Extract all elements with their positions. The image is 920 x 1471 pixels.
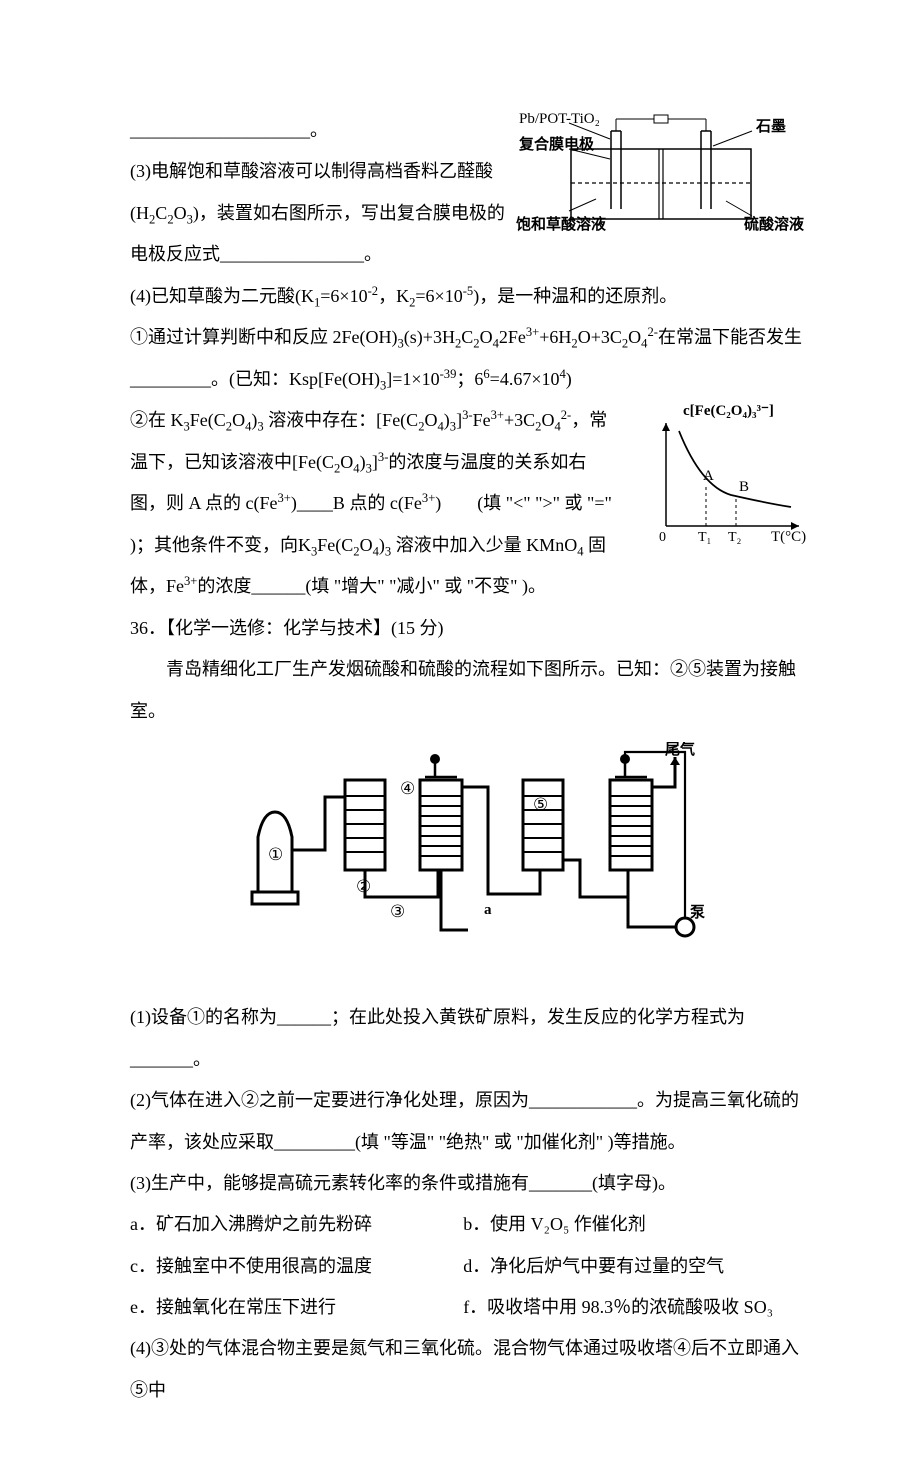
svg-text:尾气: 尾气 [665,742,695,758]
choice-f: f．吸收塔中用 98.3％的浓硫酸吸收 SO₃ [463,1287,796,1328]
choice-e: e．接触氧化在常压下进行 [130,1287,463,1328]
text-q4: (4)已知草酸为二元酸(K1=6×10-2，K2=6×10-5)，是一种温和的还… [130,276,810,318]
choice-b: b．使用 V₂O₅ 作催化剂 [463,1204,796,1245]
text-q4-1: ①通过计算判断中和反应 2Fe(OH)3(s)+3H2C2O42Fe3++6H2… [130,317,810,400]
svg-text:④: ④ [400,779,415,798]
choices-row-2: c．接触室中不使用很高的温度d．净化后炉气中要有过量的空气 [130,1246,810,1287]
choice-c: c．接触室中不使用很高的温度 [130,1246,463,1287]
question-36-1: (1)设备①的名称为______；在此处投入黄铁矿原料，发生反应的化学方程式为_… [130,997,810,1080]
svg-text:①: ① [268,845,283,864]
question-36-title: 36．【化学一选修：化学与技术】(15 分) [130,608,810,649]
text-line: ____________________。 [130,110,810,151]
question-36-3: (3)生产中，能够提高硫元素转化率的条件或措施有_______(填字母)。 [130,1163,810,1204]
question-36-intro: 青岛精细化工厂生产发烟硫酸和硫酸的流程如下图所示。已知：②⑤装置为接触室。 [130,649,810,732]
text-q4-2: ②在 K3Fe(C2O4)3 溶液中存在：[Fe(C2O4)3]3-Fe3++3… [130,400,810,607]
svg-text:③: ③ [390,902,405,921]
svg-text:⑤: ⑤ [533,795,548,814]
text-q3: (3)电解饱和草酸溶液可以制得高档香料乙醛酸(H2C2O3)，装置如右图所示，写… [130,151,810,275]
figure-process-flow: ① ② ③ ④ a [130,742,810,967]
svg-text:a: a [484,902,492,918]
choice-a: a．矿石加入沸腾炉之前先粉碎 [130,1204,463,1245]
choices-row-1: a．矿石加入沸腾炉之前先粉碎b．使用 V₂O₅ 作催化剂 [130,1204,810,1245]
choice-d: d．净化后炉气中要有过量的空气 [463,1246,796,1287]
choices-row-3: e．接触氧化在常压下进行f．吸收塔中用 98.3％的浓硫酸吸收 SO₃ [130,1287,810,1328]
question-36-2: (2)气体在进入②之前一定要进行净化处理，原因为____________。为提高… [130,1080,810,1163]
question-36-4: (4)③处的气体混合物主要是氮气和三氧化硫。混合物气体通过吸收塔④后不立即通入⑤… [130,1328,810,1411]
svg-text:泵: 泵 [690,904,705,921]
